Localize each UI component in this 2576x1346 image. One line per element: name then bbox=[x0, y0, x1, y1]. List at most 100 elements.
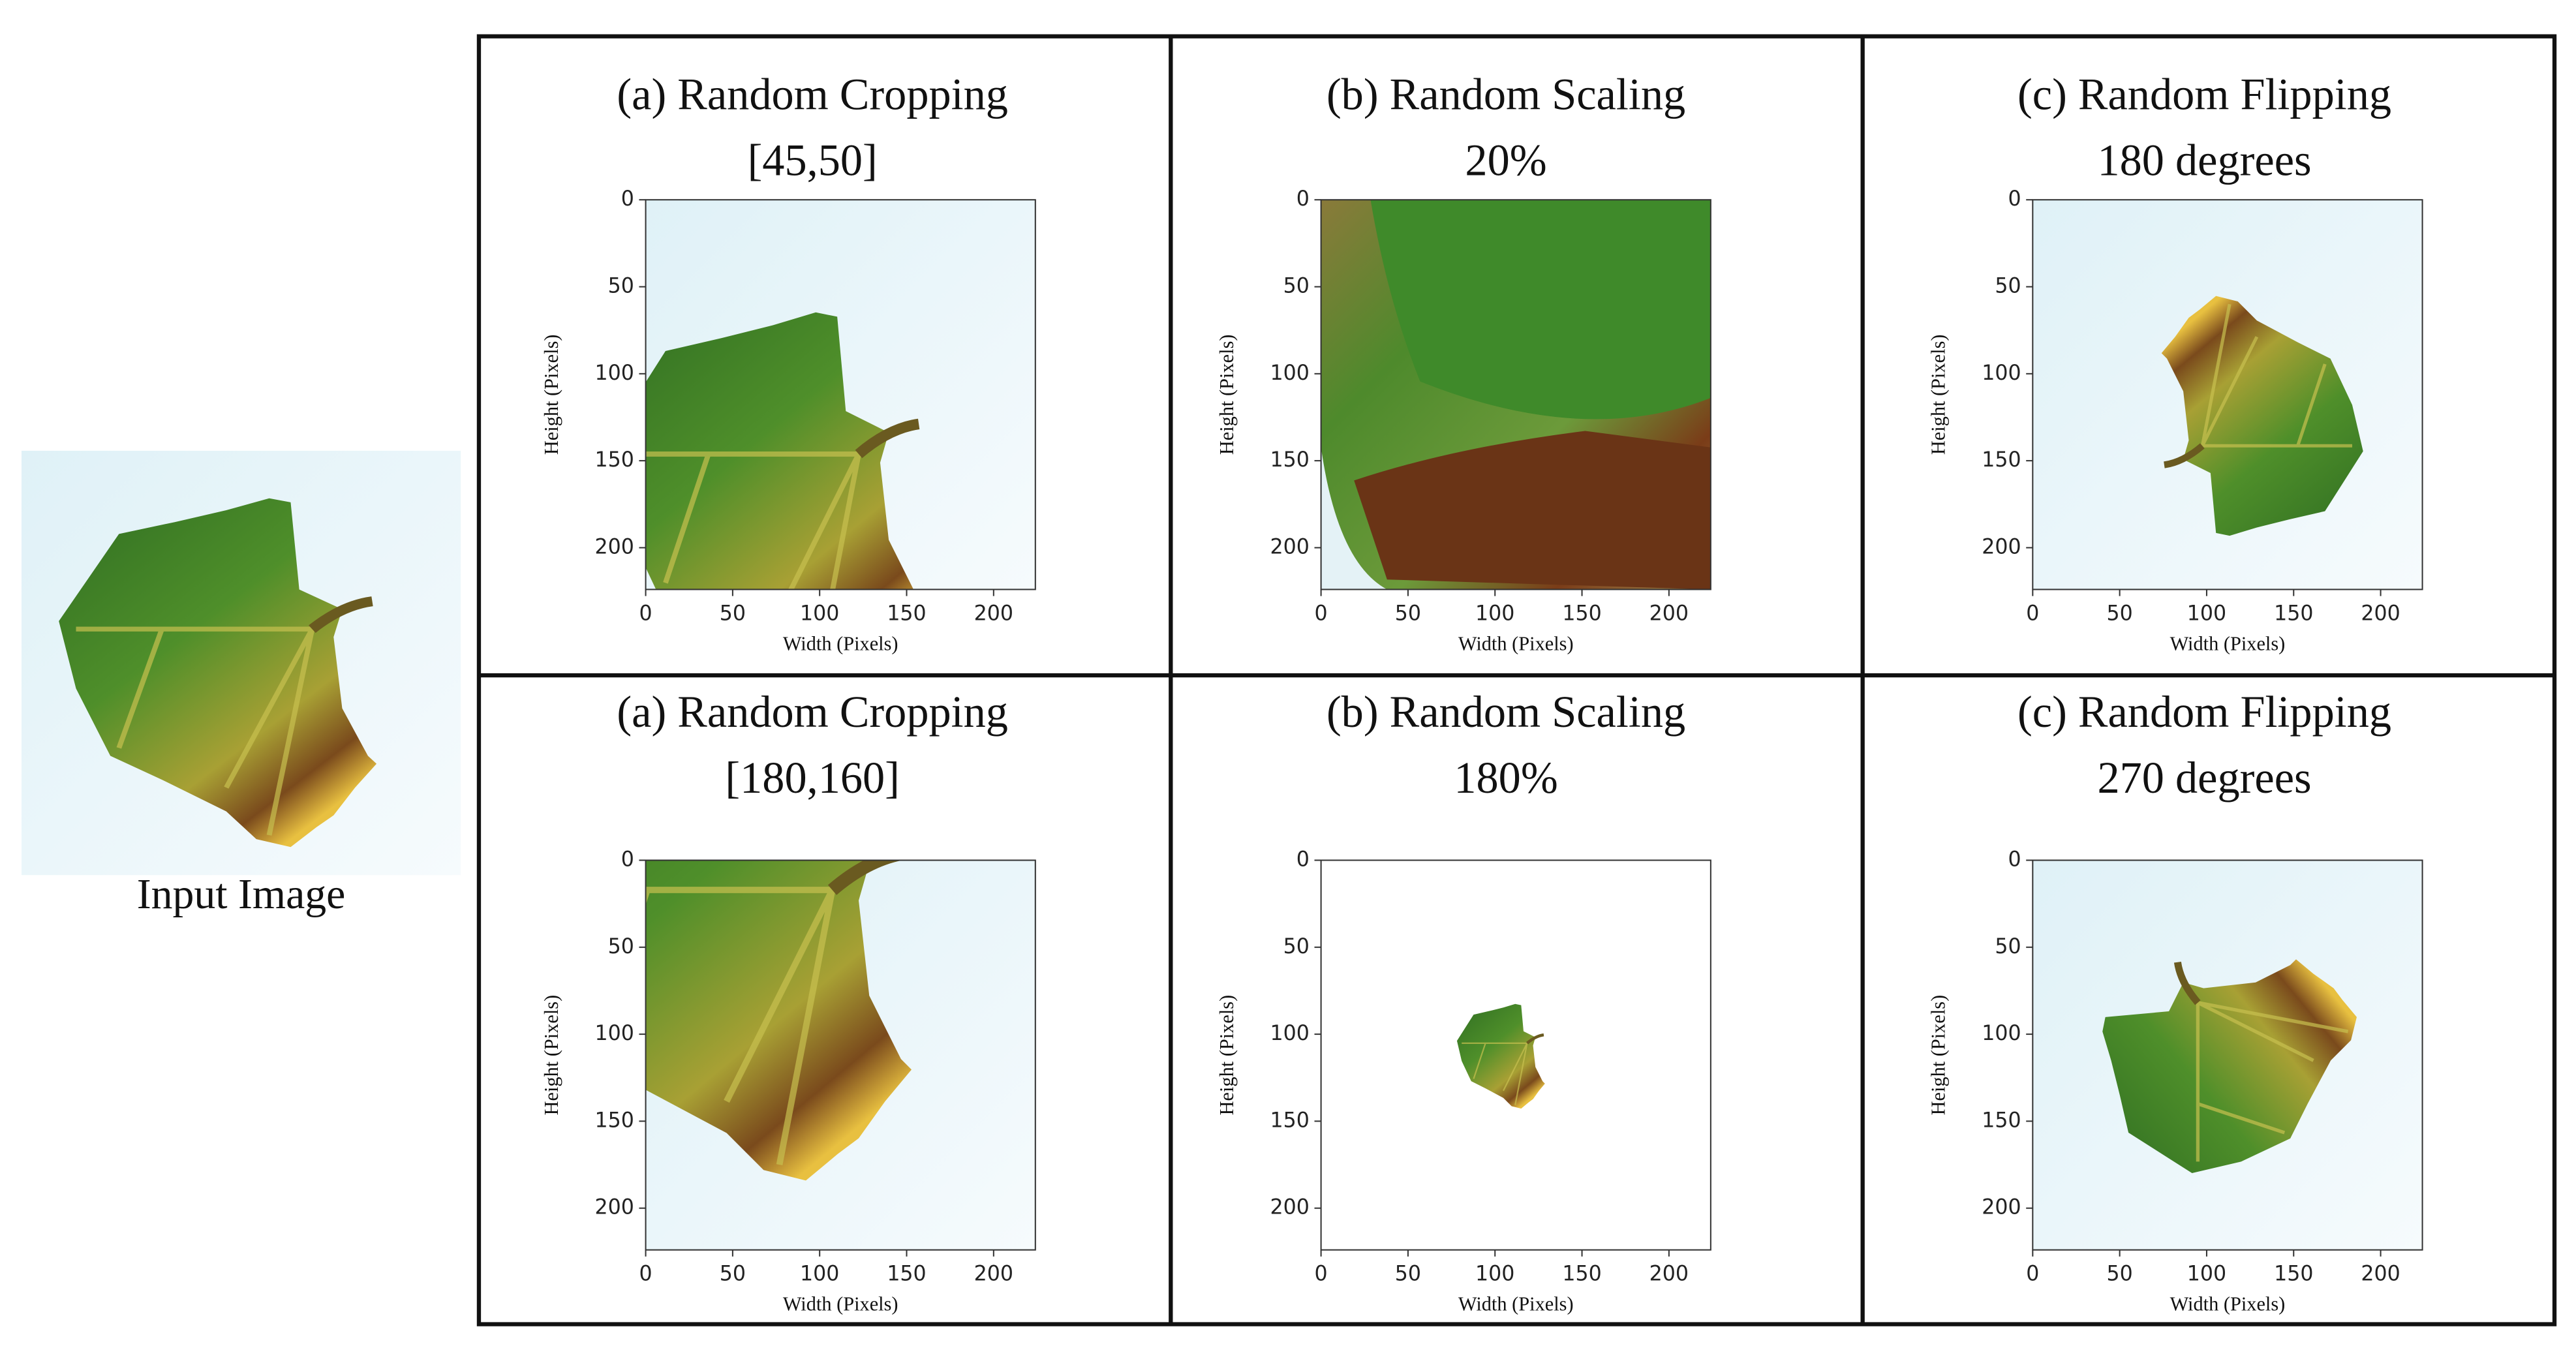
x-tick-label: 200 bbox=[2361, 602, 2400, 625]
panel-subtitle: 180 degrees bbox=[2097, 136, 2311, 185]
x-tick-label: 200 bbox=[1649, 1262, 1689, 1286]
x-tick-label: 100 bbox=[2187, 1262, 2226, 1286]
x-tick-label: 100 bbox=[800, 602, 839, 625]
x-tick-label: 0 bbox=[1315, 1262, 1328, 1286]
x-tick-label: 200 bbox=[974, 602, 1013, 625]
y-tick-label: 100 bbox=[594, 1022, 634, 1045]
image-axes bbox=[2032, 860, 2423, 1250]
x-tick-label: 50 bbox=[1395, 1262, 1421, 1286]
y-axis-label: Height (Pixels) bbox=[1216, 995, 1238, 1116]
x-tick-label: 100 bbox=[1475, 602, 1514, 625]
panel-subtitle: [180,160] bbox=[725, 753, 900, 803]
image-axes bbox=[2032, 200, 2423, 590]
y-tick-label: 0 bbox=[2008, 848, 2021, 871]
panel-title: (a) Random Cropping bbox=[617, 70, 1008, 119]
y-tick-label: 50 bbox=[1995, 275, 2021, 298]
y-tick-label: 0 bbox=[1296, 848, 1310, 871]
y-tick-label: 0 bbox=[2008, 187, 2021, 211]
x-tick-label: 0 bbox=[2026, 602, 2039, 625]
y-axis-label: Height (Pixels) bbox=[1927, 995, 1950, 1116]
panel-title: (c) Random Flipping bbox=[2017, 687, 2391, 737]
x-axis-label: Width (Pixels) bbox=[2170, 1293, 2286, 1315]
x-tick-label: 150 bbox=[2274, 602, 2313, 625]
axes-frame bbox=[645, 199, 1036, 590]
panel-title: (b) Random Scaling bbox=[1326, 687, 1685, 737]
x-axis-label: Width (Pixels) bbox=[1458, 1293, 1574, 1315]
panel-subtitle: 270 degrees bbox=[2097, 753, 2311, 803]
y-tick-label: 0 bbox=[1296, 187, 1310, 211]
x-axis-label: Width (Pixels) bbox=[783, 632, 898, 654]
axes-frame bbox=[2032, 199, 2423, 590]
x-tick-label: 0 bbox=[2026, 1262, 2039, 1286]
x-tick-label: 50 bbox=[720, 602, 746, 625]
y-tick-label: 200 bbox=[1270, 535, 1310, 558]
y-tick-label: 0 bbox=[621, 187, 634, 211]
y-axis-label: Height (Pixels) bbox=[540, 995, 562, 1116]
panel-grid bbox=[476, 34, 2557, 1326]
image-axes bbox=[521, 716, 1035, 1250]
y-tick-label: 100 bbox=[594, 361, 634, 385]
axes-frame bbox=[1320, 859, 1711, 1251]
zoomed-leaf bbox=[1354, 431, 1711, 590]
panel-title: (a) Random Cropping bbox=[617, 687, 1008, 737]
x-tick-label: 150 bbox=[887, 602, 926, 625]
y-tick-label: 150 bbox=[1270, 448, 1310, 472]
y-tick-label: 150 bbox=[594, 1109, 634, 1132]
y-tick-label: 100 bbox=[1982, 361, 2021, 385]
panel-subtitle: [45,50] bbox=[748, 136, 878, 185]
y-tick-label: 100 bbox=[1270, 361, 1310, 385]
x-tick-label: 50 bbox=[2107, 602, 2133, 625]
y-tick-label: 200 bbox=[594, 1196, 634, 1219]
axes-frame bbox=[1320, 199, 1711, 590]
x-tick-label: 0 bbox=[1315, 602, 1328, 625]
x-tick-label: 150 bbox=[1562, 602, 1601, 625]
y-tick-label: 150 bbox=[594, 448, 634, 472]
panel-subtitle: 20% bbox=[1465, 136, 1546, 185]
y-tick-label: 50 bbox=[608, 275, 634, 298]
y-axis-label: Height (Pixels) bbox=[1216, 334, 1238, 455]
y-tick-label: 50 bbox=[1995, 935, 2021, 958]
x-tick-label: 150 bbox=[887, 1262, 926, 1286]
input-image bbox=[21, 450, 461, 876]
image-axes bbox=[1321, 860, 1711, 1250]
x-tick-label: 50 bbox=[720, 1262, 746, 1286]
zoomed-leaf bbox=[1321, 447, 1387, 590]
axes-frame bbox=[2032, 859, 2423, 1251]
x-tick-label: 50 bbox=[1395, 602, 1421, 625]
panel-subtitle: 180% bbox=[1454, 753, 1557, 803]
x-tick-label: 200 bbox=[2361, 1262, 2400, 1286]
x-tick-label: 50 bbox=[2107, 1262, 2133, 1286]
y-tick-label: 200 bbox=[1982, 1196, 2021, 1219]
x-tick-label: 150 bbox=[1562, 1262, 1601, 1286]
x-tick-label: 100 bbox=[2187, 602, 2226, 625]
y-tick-label: 200 bbox=[1982, 535, 2021, 558]
x-tick-label: 200 bbox=[974, 1262, 1013, 1286]
y-axis-label: Height (Pixels) bbox=[1927, 334, 1950, 455]
y-tick-label: 50 bbox=[1283, 935, 1310, 958]
panel-title: (b) Random Scaling bbox=[1326, 70, 1685, 119]
panels: (a) Random Cropping [45,50] 0 50 100 150 200 0 5… bbox=[521, 70, 2423, 1315]
image-axes bbox=[1321, 200, 1711, 590]
y-tick-label: 200 bbox=[1270, 1196, 1310, 1219]
x-tick-label: 150 bbox=[2274, 1262, 2313, 1286]
x-tick-label: 100 bbox=[1475, 1262, 1514, 1286]
y-axis-label: Height (Pixels) bbox=[540, 334, 562, 455]
y-tick-label: 150 bbox=[1982, 1109, 2021, 1132]
image-axes bbox=[606, 200, 1035, 590]
zoomed-leaf bbox=[1370, 200, 1711, 420]
y-tick-label: 150 bbox=[1982, 448, 2021, 472]
y-tick-label: 0 bbox=[621, 848, 634, 871]
y-tick-label: 100 bbox=[1270, 1022, 1310, 1045]
input-caption: Input Image bbox=[137, 870, 346, 918]
x-tick-label: 0 bbox=[639, 602, 652, 625]
y-tick-label: 150 bbox=[1270, 1109, 1310, 1132]
y-tick-label: 50 bbox=[1283, 275, 1310, 298]
x-tick-label: 200 bbox=[1649, 602, 1689, 625]
y-tick-label: 200 bbox=[594, 535, 634, 558]
x-axis-label: Width (Pixels) bbox=[783, 1293, 898, 1315]
y-tick-label: 100 bbox=[1982, 1022, 2021, 1045]
x-axis-label: Width (Pixels) bbox=[2170, 632, 2286, 654]
x-axis-label: Width (Pixels) bbox=[1458, 632, 1574, 654]
y-tick-label: 50 bbox=[608, 935, 634, 958]
